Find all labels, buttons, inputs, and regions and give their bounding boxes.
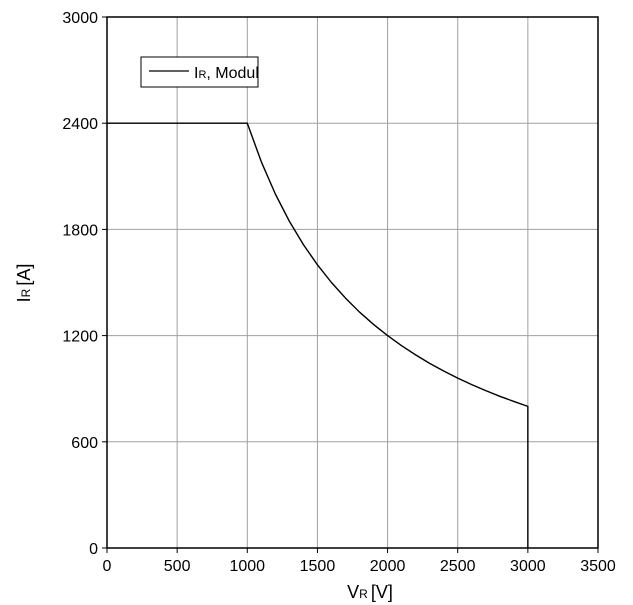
legend-label: IR, Modul [194, 65, 259, 82]
y-axis-label-unit: [A] [14, 264, 34, 286]
y-tick-label: 3000 [62, 10, 98, 27]
series-line-0 [107, 122, 529, 548]
x-tick-label: 500 [164, 558, 191, 575]
legend-label-suffix: , Modul [206, 65, 258, 82]
x-tick-label: 2500 [440, 558, 476, 575]
y-axis-label-main: I [14, 297, 34, 302]
x-tick-label: 1000 [229, 558, 265, 575]
y-axis-label-sub: R [19, 288, 33, 297]
legend-box [140, 56, 259, 88]
y-tick-label: 2400 [62, 116, 98, 133]
legend: IR, Modul [140, 56, 259, 88]
plot-frame [106, 16, 599, 549]
x-tick-label: 3500 [580, 558, 616, 575]
x-tick-label: 2000 [370, 558, 406, 575]
series-layer [107, 122, 529, 548]
y-tick-label: 1200 [62, 329, 98, 346]
legend-label-main: I [194, 65, 198, 82]
x-tick-label: 3000 [510, 558, 546, 575]
x-axis-label-unit: [V] [371, 582, 393, 602]
y-tick-label: 1800 [62, 222, 98, 239]
grid [106, 16, 599, 549]
x-axis-label-sub: R [359, 587, 368, 601]
legend-label-sub: R [198, 69, 206, 81]
y-axis-label: IR [A] [14, 264, 34, 303]
x-axis-label-main: V [347, 582, 359, 602]
y-tick-label: 0 [89, 541, 98, 558]
x-axis-label: VR [V] [347, 582, 393, 602]
y-tick-label: 600 [71, 435, 98, 452]
x-tick-label: 1500 [300, 558, 336, 575]
ticks: 0 500 1000 1500 2000 2500 3000 3500 0 600 1200 1800… [62, 10, 615, 575]
x-tick-label: 0 [103, 558, 112, 575]
